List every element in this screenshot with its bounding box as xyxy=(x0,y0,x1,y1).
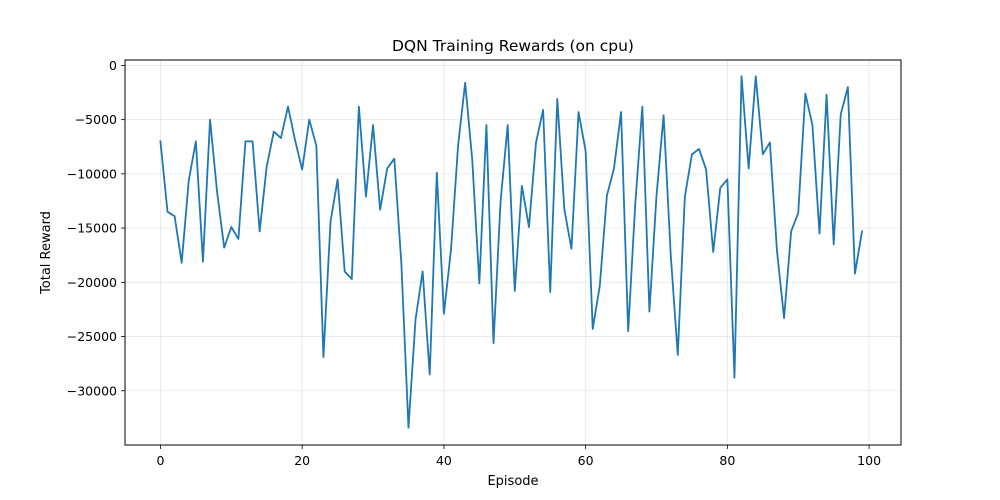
y-tick-label: 0 xyxy=(109,58,117,73)
x-tick-label: 60 xyxy=(578,453,594,468)
chart-title: DQN Training Rewards (on cpu) xyxy=(392,37,634,55)
y-tick-label: −30000 xyxy=(67,383,117,398)
x-tick-label: 80 xyxy=(719,453,735,468)
y-tick-label: −25000 xyxy=(67,329,117,344)
x-tick-label: 0 xyxy=(156,453,164,468)
y-tick-label: −15000 xyxy=(67,221,117,236)
y-tick-label: −20000 xyxy=(67,275,117,290)
x-tick-label: 20 xyxy=(294,453,310,468)
y-tick-label: −10000 xyxy=(67,166,117,181)
plot-area-frame xyxy=(124,59,902,446)
y-axis-title: Total Reward xyxy=(39,211,54,295)
x-axis-title: Episode xyxy=(487,474,538,489)
x-tick-label: 100 xyxy=(857,453,881,468)
reward-series-line xyxy=(159,75,864,429)
y-tick-label: −5000 xyxy=(75,112,117,127)
x-tick-label: 40 xyxy=(436,453,452,468)
